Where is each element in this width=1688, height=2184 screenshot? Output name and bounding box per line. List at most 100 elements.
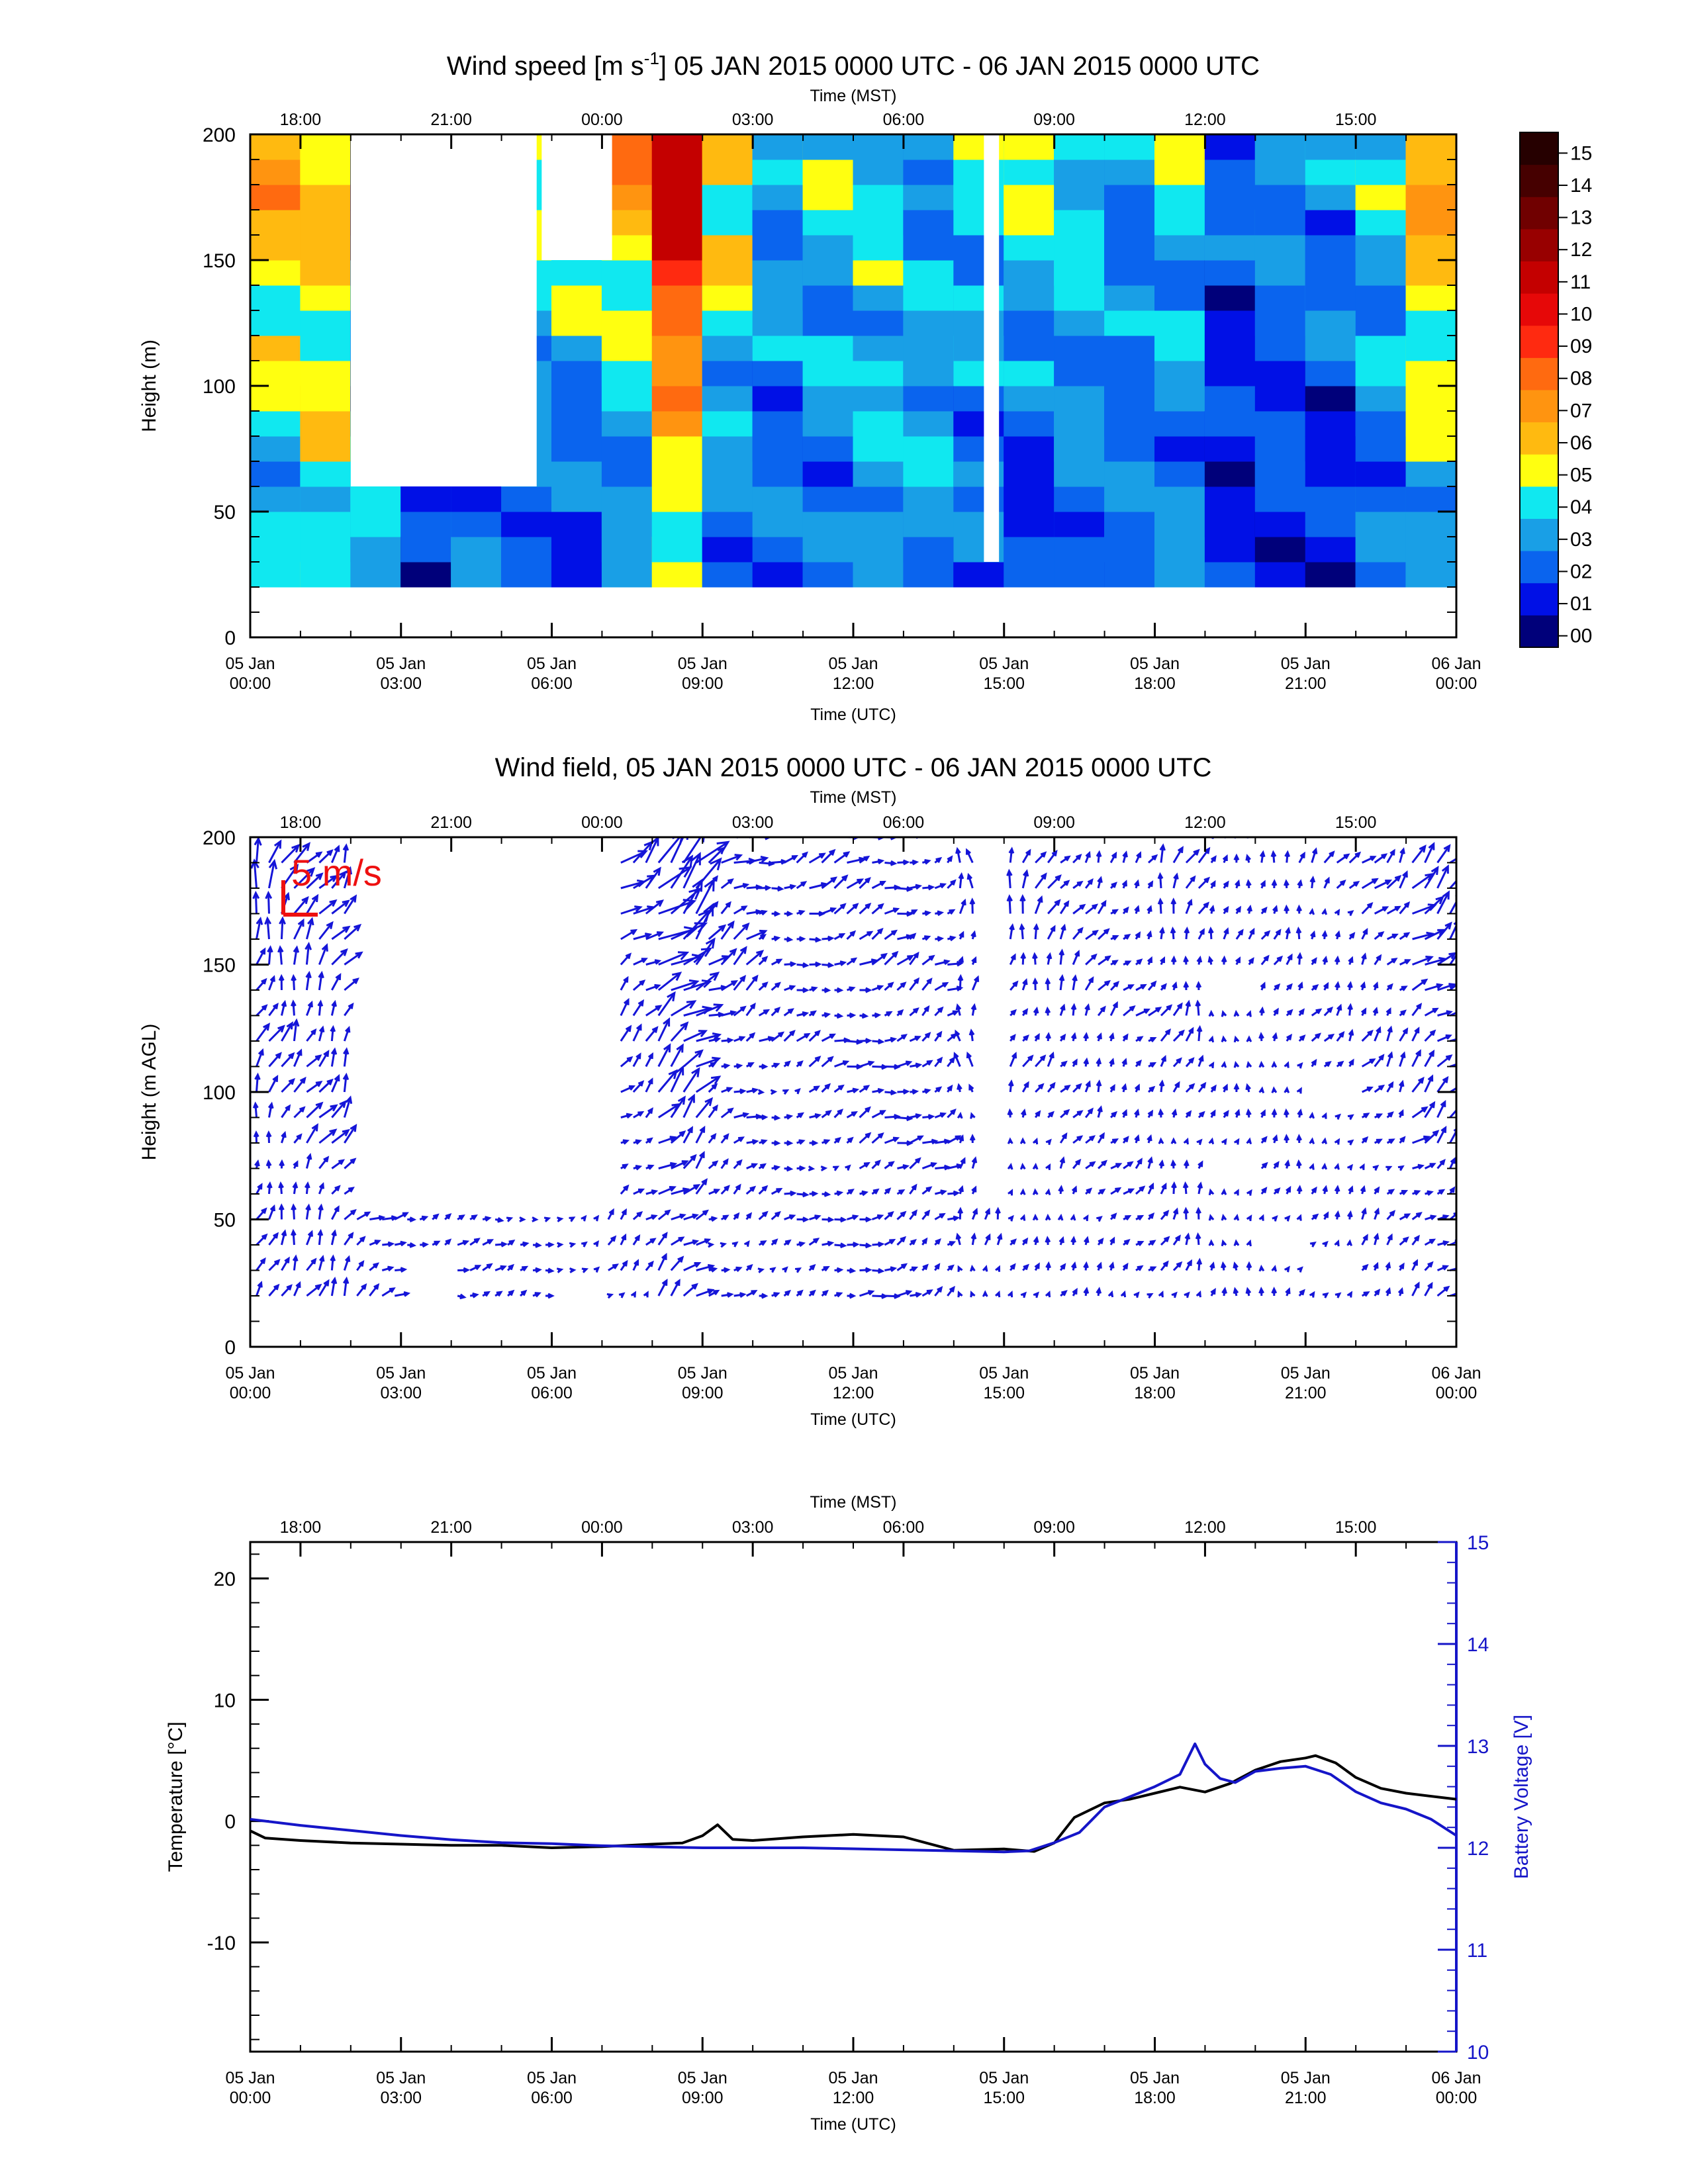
wind-vector-head: [1258, 1287, 1264, 1294]
wind-vector-head: [1443, 844, 1451, 852]
wind-vector-head: [879, 880, 887, 886]
wind-vector-head: [1271, 879, 1278, 886]
wind-speed-x-tick-label: 05 Jan: [376, 655, 426, 673]
wind-vector-head: [621, 1208, 627, 1215]
wind-vector: [318, 1231, 322, 1246]
wind-vector-head: [1149, 1240, 1156, 1246]
wind-vector: [821, 1056, 833, 1068]
wind-vector-head: [942, 981, 949, 988]
wind-vector: [281, 1053, 295, 1068]
wind-vector-head: [676, 1043, 684, 1053]
wind-vector-head: [1440, 1125, 1447, 1133]
wind-vector: [720, 948, 737, 966]
wind-vector-head: [522, 1241, 530, 1248]
wind-vector-head: [1196, 955, 1203, 963]
wind-vector-head: [1309, 1111, 1315, 1119]
wind-vector-head: [767, 1036, 775, 1042]
wind-vector: [281, 1079, 295, 1093]
wind-vector-head: [906, 886, 914, 892]
wind-vector: [645, 1026, 658, 1042]
wind-vector-head: [898, 1189, 906, 1195]
wind-vector-head: [1109, 1261, 1115, 1269]
wind-vector-head: [1334, 955, 1340, 963]
wind-vector: [682, 1095, 695, 1118]
wind-vector-head: [1348, 956, 1354, 963]
wind-vector-head: [1121, 880, 1127, 887]
wind-vector-head: [1338, 1030, 1345, 1038]
wind-vector: [872, 1295, 886, 1298]
wind-vector: [671, 1000, 696, 1017]
wind-vector-head: [1123, 1239, 1131, 1246]
wind-vector: [1450, 1063, 1456, 1068]
wind-vector: [884, 930, 897, 940]
wind-vector-head: [1121, 1083, 1127, 1091]
wind-vector-head: [1222, 1083, 1228, 1091]
wind-vector: [306, 1124, 318, 1144]
wind-vector-head: [1162, 1260, 1169, 1267]
wind-vector-head: [970, 1112, 976, 1119]
wind-vector-head: [928, 954, 935, 961]
wind-vector: [1424, 867, 1439, 889]
wind-vector-head: [1198, 1054, 1204, 1062]
wind-vector-head: [1019, 1214, 1026, 1221]
wind-vector: [808, 1056, 820, 1068]
wind-vector-head: [1347, 981, 1353, 988]
wind-vector-head: [1414, 1026, 1420, 1034]
wind-vector-head: [1125, 1215, 1132, 1221]
wind-vector-head: [1442, 1075, 1449, 1083]
wind-vector-head: [1284, 850, 1291, 858]
wind-vector-head: [633, 1259, 639, 1266]
wind-vector-head: [761, 1293, 769, 1299]
wind-vector-head: [258, 1048, 264, 1056]
wind-vector-head: [798, 1165, 806, 1171]
wind-vector-head: [747, 1062, 755, 1068]
wind-vector-head: [358, 1259, 365, 1267]
wind-vector-head: [1147, 1293, 1154, 1299]
wind-vector-head: [926, 1060, 933, 1066]
wind-vector-head: [400, 1267, 408, 1273]
wind-vector: [671, 837, 673, 838]
wind-vector: [1072, 976, 1076, 991]
wind-vector-head: [434, 1240, 441, 1246]
wind-vector-head: [863, 1161, 870, 1168]
wind-vector-head: [1109, 1032, 1115, 1040]
wind-vector-head: [1430, 1214, 1437, 1220]
wind-vector-head: [1442, 1214, 1450, 1220]
wind-vector: [695, 1127, 706, 1144]
wind-vector: [1424, 1283, 1433, 1297]
wind-vector: [683, 1214, 698, 1220]
wind-vector: [909, 952, 919, 966]
wind-vector-head: [1321, 1162, 1328, 1170]
wind-vector: [1085, 930, 1098, 940]
wind-vector-head: [296, 1048, 303, 1056]
wind-vector-head: [332, 820, 336, 825]
wind-vector-head: [911, 1183, 917, 1191]
wind-vector-head: [1271, 1108, 1278, 1116]
wind-vector-head: [741, 905, 748, 911]
wind-vector: [318, 922, 333, 940]
wind-vector-head: [1246, 1108, 1252, 1116]
wind-vector: [1172, 1003, 1183, 1017]
wind-vector-head: [1272, 827, 1276, 831]
wind-vector-head: [877, 1132, 884, 1139]
wind-vector-head: [1122, 1262, 1129, 1269]
wind-vector: [318, 973, 323, 991]
wind-vector-head: [653, 866, 661, 876]
wind-vector-head: [288, 1077, 295, 1085]
wind-vector-head: [773, 1115, 781, 1121]
wind-vector-head: [317, 999, 324, 1007]
wind-vector-head: [1221, 1010, 1227, 1017]
wind-vector-head: [802, 851, 808, 858]
wind-vector: [695, 841, 729, 864]
wind-speed-top-tick-label: 21:00: [430, 111, 472, 129]
wind-vector-head: [1233, 1239, 1240, 1246]
wind-vector-head: [626, 1113, 633, 1119]
wind-vector-head: [623, 997, 630, 1005]
wind-vector: [1374, 854, 1387, 864]
wind-vector-head: [851, 1111, 858, 1117]
wind-vector: [318, 1129, 336, 1144]
wind-vector: [733, 1006, 746, 1017]
wind-vector-head: [278, 1181, 284, 1189]
missing-data-region: [984, 134, 1000, 562]
wind-vector-head: [810, 1289, 816, 1297]
